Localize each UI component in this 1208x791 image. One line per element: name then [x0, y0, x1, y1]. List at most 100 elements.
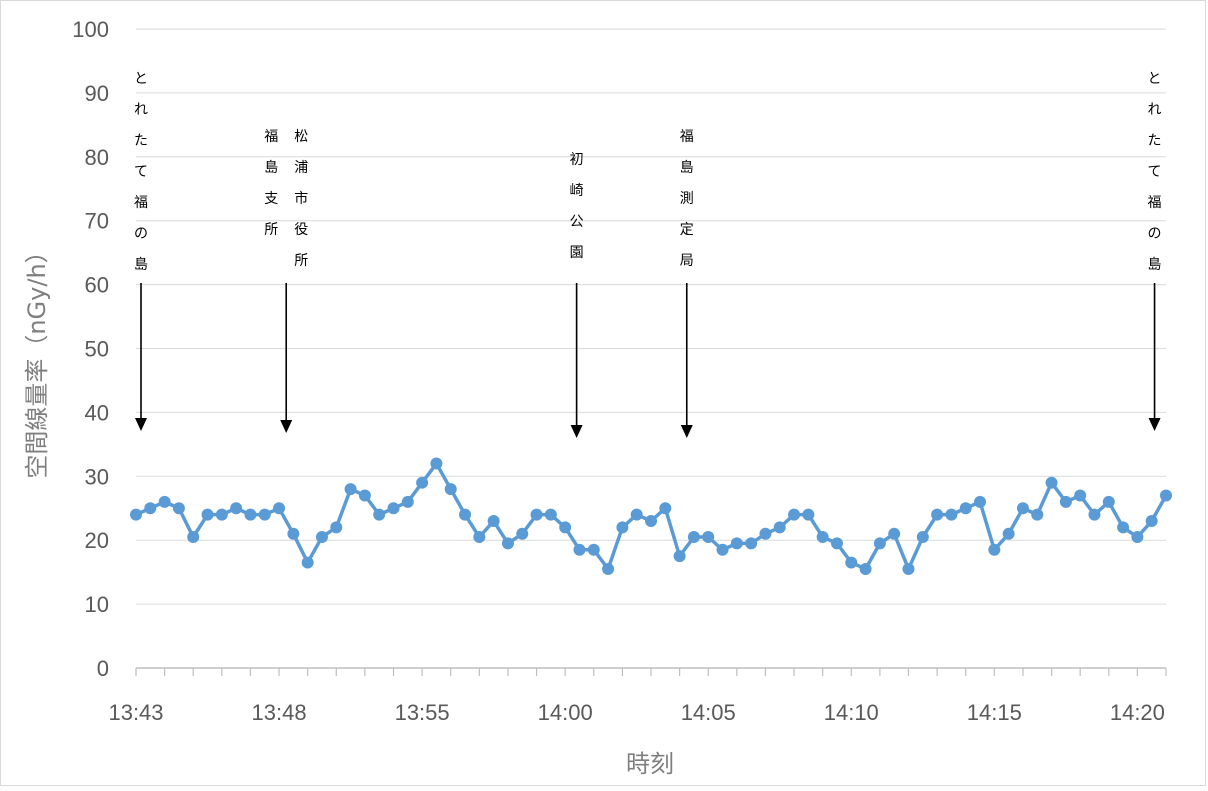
data-point: [630, 508, 643, 521]
data-point: [501, 537, 514, 550]
data-point: [301, 556, 314, 569]
y-tick-label: 60: [85, 273, 109, 298]
data-point: [459, 508, 472, 521]
data-point: [902, 562, 915, 575]
data-point: [516, 527, 529, 540]
data-point: [1045, 476, 1058, 489]
data-point: [172, 502, 185, 515]
annotation-label: 福島支所: [264, 129, 278, 238]
location-annotations: とれたて福の島 福島支所 松浦市役所 初崎公園 福島測定局 とれたて福の島: [134, 71, 1162, 438]
data-point: [416, 476, 429, 489]
data-point: [687, 531, 700, 544]
x-tick-label: 13:48: [252, 700, 307, 725]
data-point: [1131, 531, 1144, 544]
data-point: [187, 531, 200, 544]
y-tick-label: 40: [85, 400, 109, 425]
data-point: [945, 508, 958, 521]
data-point: [916, 531, 929, 544]
data-point: [1117, 521, 1130, 534]
data-point: [544, 508, 557, 521]
data-point: [716, 543, 729, 556]
annotation-arrow-head: [570, 425, 583, 438]
data-point: [373, 508, 386, 521]
data-point: [230, 502, 243, 515]
x-tick-label: 14:00: [538, 700, 593, 725]
data-point: [931, 508, 944, 521]
data-point: [830, 537, 843, 550]
annotation: 初崎公園: [570, 151, 584, 438]
annotation: とれたて福の島: [134, 71, 148, 431]
y-tick-label: 50: [85, 337, 109, 362]
annotation-label: 福島測定局: [680, 129, 694, 269]
annotation: とれたて福の島: [1148, 71, 1162, 431]
data-point: [845, 556, 858, 569]
data-point: [1002, 527, 1015, 540]
y-tick-label: 100: [72, 17, 109, 42]
data-point: [130, 508, 142, 521]
x-tick-label: 14:10: [824, 700, 879, 725]
annotation-arrow-head: [280, 420, 293, 433]
y-tick-label: 20: [85, 528, 109, 553]
data-point: [158, 495, 171, 508]
x-axis: [135, 667, 1167, 676]
data-point: [759, 527, 772, 540]
data-point: [587, 543, 600, 556]
data-point: [1031, 508, 1044, 521]
data-point: [287, 527, 300, 540]
data-point: [430, 457, 443, 470]
data-point: [358, 489, 371, 502]
data-point: [988, 543, 1001, 556]
annotation-label: 初崎公園: [570, 151, 584, 261]
y-tick-label: 10: [85, 592, 109, 617]
data-series: [130, 457, 1172, 575]
annotation: 福島支所 松浦市役所: [264, 129, 308, 433]
data-point: [859, 562, 872, 575]
data-point: [888, 527, 901, 540]
y-tick-labels: 0 10 20 30 40 50 60 70 80 90 100: [72, 17, 109, 681]
annotation-label: 松浦市役所: [294, 129, 308, 269]
data-point: [444, 483, 457, 496]
data-point: [573, 543, 586, 556]
x-tick-label: 13:43: [108, 700, 163, 725]
data-point: [702, 531, 715, 544]
annotation-label: とれたて福の島: [134, 71, 148, 273]
x-axis-title: 時刻: [626, 750, 674, 778]
y-tick-label: 70: [85, 209, 109, 234]
data-point: [344, 483, 357, 496]
y-tick-label: 80: [85, 145, 109, 170]
data-point: [273, 502, 286, 515]
data-point: [730, 537, 743, 550]
data-point: [873, 537, 886, 550]
data-point: [788, 508, 801, 521]
data-point: [1145, 515, 1158, 528]
data-point: [473, 531, 486, 544]
data-point: [487, 515, 500, 528]
x-tick-label: 14:05: [681, 700, 736, 725]
annotation-label: とれたて福の島: [1148, 71, 1162, 273]
x-tick-label: 13:55: [395, 700, 450, 725]
data-point: [816, 531, 829, 544]
data-point: [959, 502, 972, 515]
data-point: [1059, 495, 1072, 508]
gridlines: [136, 28, 1166, 605]
data-point: [659, 502, 672, 515]
data-point: [1016, 502, 1029, 515]
data-point: [602, 562, 615, 575]
data-point: [315, 531, 328, 544]
data-point: [1102, 495, 1115, 508]
data-point: [144, 502, 157, 515]
annotation-arrow-head: [135, 418, 148, 431]
data-point: [401, 495, 414, 508]
y-tick-label: 30: [85, 464, 109, 489]
data-point: [673, 550, 686, 563]
annotation-arrow-head: [1148, 418, 1161, 431]
data-point: [330, 521, 343, 534]
annotation: 福島測定局: [680, 129, 694, 438]
data-point: [1074, 489, 1087, 502]
data-point: [616, 521, 629, 534]
data-point: [258, 508, 271, 521]
data-point: [215, 508, 228, 521]
data-point: [387, 502, 400, 515]
x-tick-labels: 13:43 13:48 13:55 14:00 14:05 14:10 14:15 14:20: [108, 700, 1164, 725]
